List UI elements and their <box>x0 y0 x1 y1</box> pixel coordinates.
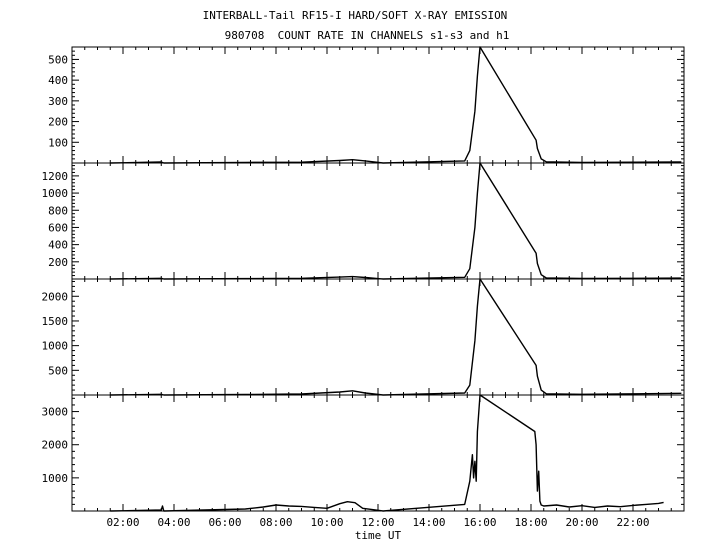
y-tick-label-s1: 300 <box>48 95 68 108</box>
y-tick-label-s2: 800 <box>48 204 68 217</box>
y-tick-label-s1: 400 <box>48 74 68 87</box>
panel-frame-s1 <box>71 46 685 164</box>
y-tick-label-s2: 1200 <box>42 170 69 183</box>
y-tick-label-s2: 600 <box>48 221 68 234</box>
x-tick-label: 04:00 <box>157 516 190 529</box>
y-tick-label-h1: 1000 <box>42 472 69 485</box>
panel-frame-s3 <box>71 278 685 396</box>
panel-frame-h1 <box>71 394 685 512</box>
y-tick-label-s1: 500 <box>48 53 68 66</box>
x-tick-label: 16:00 <box>463 516 496 529</box>
y-tick-label-s3: 1500 <box>42 315 69 328</box>
series-line-h1 <box>110 394 664 512</box>
x-tick-label: 08:00 <box>259 516 292 529</box>
x-tick-label: 22:00 <box>616 516 649 529</box>
series-line-s2 <box>110 162 682 280</box>
series-line-s1 <box>110 46 682 164</box>
panel-frame-s2 <box>71 162 685 280</box>
x-tick-label: 18:00 <box>514 516 547 529</box>
y-tick-label-s2: 400 <box>48 239 68 252</box>
y-tick-label-s1: 100 <box>48 136 68 149</box>
x-tick-label: 10:00 <box>310 516 343 529</box>
y-tick-label-h1: 3000 <box>42 406 69 419</box>
x-axis-label: time UT <box>355 529 402 542</box>
y-tick-label-h1: 2000 <box>42 439 69 452</box>
y-tick-label-s3: 500 <box>48 364 68 377</box>
x-tick-label: 12:00 <box>361 516 394 529</box>
x-tick-label: 06:00 <box>208 516 241 529</box>
x-tick-label: 14:00 <box>412 516 445 529</box>
y-tick-label-s2: 200 <box>48 256 68 269</box>
y-tick-label-s2: 1000 <box>42 187 69 200</box>
y-tick-label-s3: 1000 <box>42 340 69 353</box>
x-tick-label: 02:00 <box>106 516 139 529</box>
y-tick-label-s3: 2000 <box>42 290 69 303</box>
y-tick-label-s1: 200 <box>48 116 68 129</box>
chart-subtitle: 980708 COUNT RATE IN CHANNELS s1-s3 and … <box>224 29 510 42</box>
chart-title: INTERBALL-Tail RF15-I HARD/SOFT X-RAY EM… <box>202 9 508 22</box>
series-line-s3 <box>110 278 682 396</box>
x-tick-label: 20:00 <box>565 516 598 529</box>
